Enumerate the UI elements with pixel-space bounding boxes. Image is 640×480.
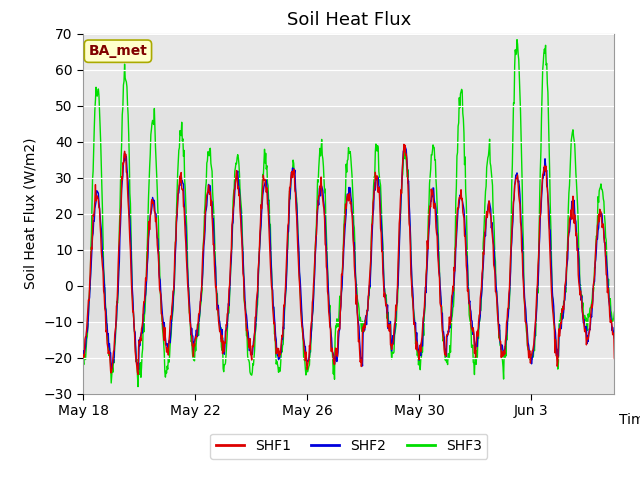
Bar xyxy=(83,106,614,178)
X-axis label: Time: Time xyxy=(619,413,640,427)
Legend: SHF1, SHF2, SHF3: SHF1, SHF2, SHF3 xyxy=(210,433,488,459)
Y-axis label: Soil Heat Flux (W/m2): Soil Heat Flux (W/m2) xyxy=(24,138,38,289)
Text: BA_met: BA_met xyxy=(88,44,147,58)
Title: Soil Heat Flux: Soil Heat Flux xyxy=(287,11,411,29)
Bar xyxy=(83,178,614,322)
